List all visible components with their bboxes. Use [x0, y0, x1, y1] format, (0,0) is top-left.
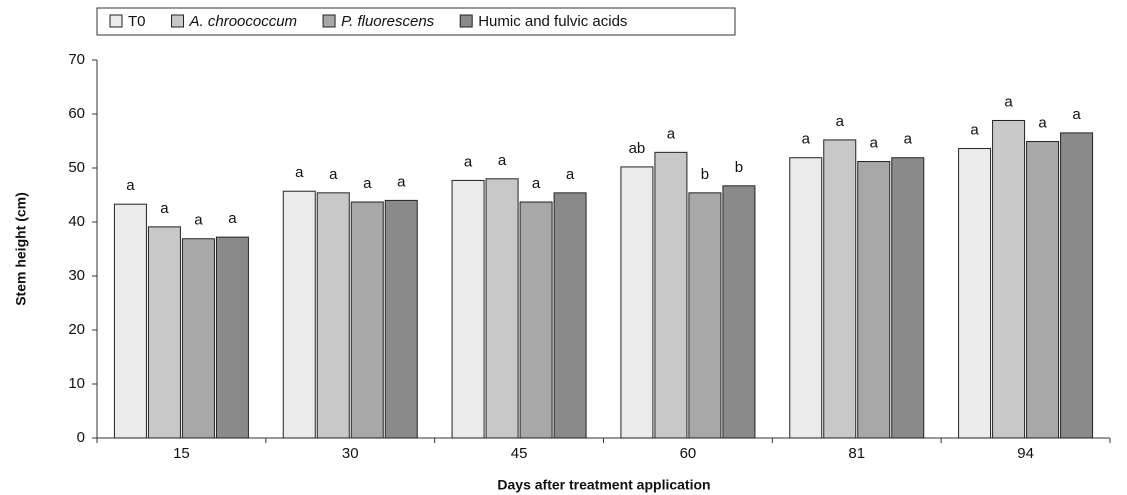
legend-swatch [109, 14, 123, 28]
bar [316, 192, 350, 439]
significance-letter: a [464, 153, 473, 170]
significance-letter: a [295, 164, 304, 181]
significance-letter: a [228, 210, 237, 227]
significance-letter: a [397, 173, 406, 190]
significance-letter: a [970, 122, 979, 139]
significance-letter: a [904, 131, 913, 148]
bar [181, 238, 215, 439]
significance-letter: a [870, 134, 879, 151]
bar [688, 192, 722, 439]
y-tick-label: 0 [77, 429, 85, 446]
legend-label: A. chroococcum [189, 13, 298, 30]
bar [1026, 141, 1060, 439]
bar [654, 151, 688, 439]
bar [620, 166, 654, 439]
bar [282, 190, 316, 439]
significance-letter: a [1004, 93, 1013, 110]
x-tick-label: 94 [1017, 445, 1034, 462]
significance-letter: a [194, 212, 203, 229]
significance-letter: a [667, 125, 676, 142]
legend-label: P. fluorescens [341, 13, 435, 30]
bar [1060, 132, 1094, 439]
y-tick-label: 40 [68, 213, 85, 230]
bar [113, 203, 147, 439]
significance-letter: a [498, 152, 507, 169]
bar [992, 119, 1026, 439]
y-tick-label: 60 [68, 105, 85, 122]
legend-swatch [171, 14, 185, 28]
bar [823, 139, 857, 439]
y-tick-label: 50 [68, 159, 85, 176]
x-tick-label: 45 [511, 445, 528, 462]
x-tick-label: 30 [342, 445, 359, 462]
significance-letter: a [836, 113, 845, 130]
bar [485, 178, 519, 439]
significance-letter: a [160, 200, 169, 217]
y-tick-label: 20 [68, 321, 85, 338]
bar [350, 201, 384, 439]
bar [722, 185, 756, 439]
legend-label: T0 [128, 13, 146, 30]
legend-box [96, 7, 736, 36]
significance-letter: b [735, 159, 743, 176]
bar [215, 236, 249, 439]
y-axis-title: Stem height (cm) [13, 192, 29, 306]
significance-letter: a [126, 177, 135, 194]
significance-letter: a [363, 175, 372, 192]
bar [958, 148, 992, 439]
legend-swatch [322, 14, 336, 28]
bar [451, 179, 485, 439]
bar [857, 161, 891, 439]
legend-label: Humic and fulvic acids [478, 13, 627, 30]
bar [384, 199, 418, 439]
bar [553, 192, 587, 439]
significance-letter: a [532, 175, 541, 192]
significance-letter: a [566, 166, 575, 183]
significance-letter: b [701, 166, 709, 183]
significance-letter: a [802, 131, 811, 148]
x-tick-label: 60 [680, 445, 697, 462]
significance-letter: a [329, 166, 338, 183]
x-axis-title: Days after treatment application [497, 477, 710, 493]
bar [147, 226, 181, 439]
significance-letter: ab [629, 140, 646, 157]
bar [789, 157, 823, 439]
x-tick-label: 15 [173, 445, 190, 462]
significance-letter: a [1072, 106, 1081, 123]
x-tick-label: 81 [848, 445, 865, 462]
y-tick-label: 30 [68, 267, 85, 284]
significance-letter: a [1038, 115, 1047, 132]
y-tick-label: 70 [68, 51, 85, 68]
legend-swatch [459, 14, 473, 28]
bar [891, 157, 925, 439]
bar [519, 201, 553, 439]
y-tick-label: 10 [68, 375, 85, 392]
